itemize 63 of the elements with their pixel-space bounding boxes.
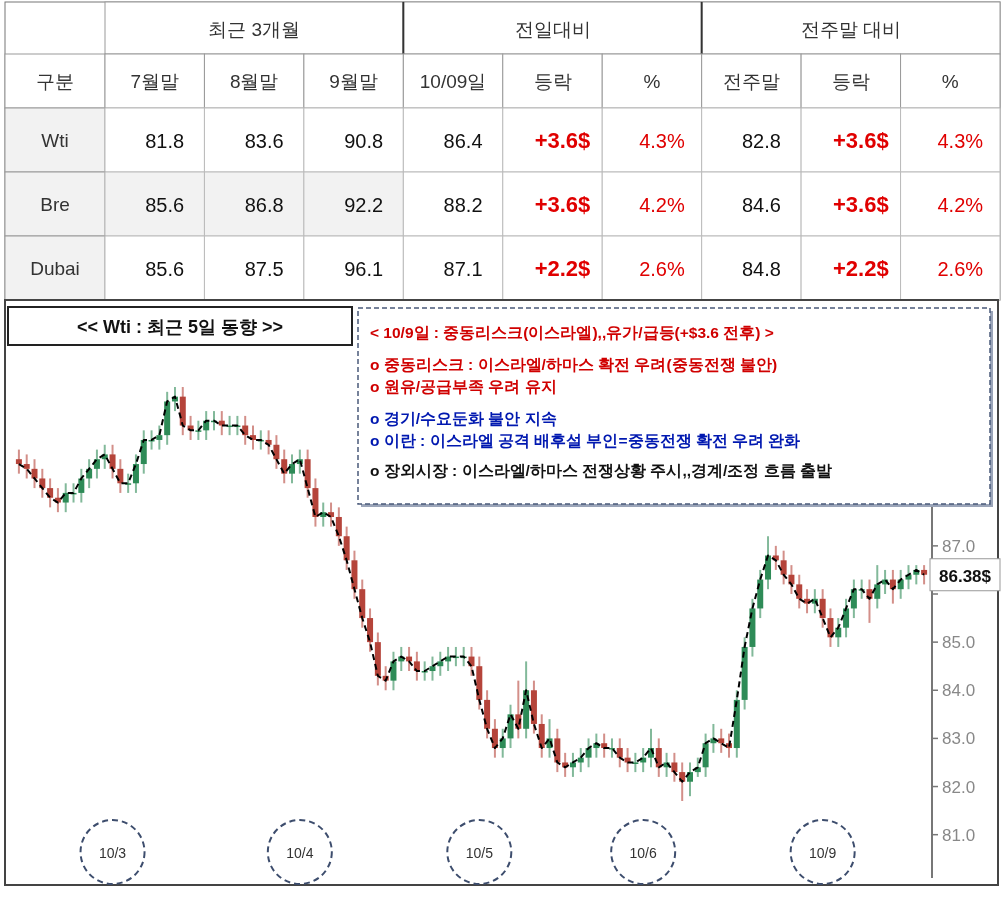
x-tick-label: 10/3 (98, 845, 127, 861)
text: 84.8 (741, 258, 781, 280)
category-label: 7월말 (130, 71, 180, 92)
x-tick-label: 10/4 (286, 845, 314, 861)
text: 88.2 (443, 194, 483, 216)
text: +3.6$ (833, 192, 889, 217)
y-tick-label: 83.0 (942, 729, 976, 749)
category-label: % (941, 71, 959, 92)
annotation: o 경기/수요둔화 불안 지속 (370, 410, 557, 427)
category-label: 10/09일 (419, 71, 487, 92)
x-tick-label: 10/5 (465, 845, 494, 861)
category-label: 8월말 (229, 71, 279, 92)
chart-title: << Wti : 최근 5일 동향 >> (76, 317, 284, 337)
text: 86.38$ (939, 566, 992, 586)
text: 87.1 (443, 258, 483, 280)
category-label: 등락 (533, 71, 572, 92)
text: 90.8 (344, 130, 384, 152)
text: 4.2% (639, 194, 685, 216)
text: 전일대비 (514, 19, 591, 40)
annotation: o 이란 : 이스라엘 공격 배후설 부인=중동전쟁 확전 우려 완화 (370, 432, 801, 449)
category-label: Bre (40, 194, 70, 215)
text: 전주말 대비 (800, 19, 901, 40)
category-label: 전주말 (722, 71, 780, 92)
category-label: % (643, 71, 661, 92)
text: 83.6 (244, 130, 284, 152)
x-tick-label: 10/6 (629, 845, 658, 861)
text: +3.6$ (534, 128, 591, 153)
text: 구분 (36, 71, 74, 92)
text: 92.2 (344, 194, 384, 216)
y-tick-label: 82.0 (942, 777, 976, 797)
text: +2.2$ (833, 256, 889, 281)
y-tick-label: 84.0 (942, 681, 976, 701)
text: 85.6 (145, 194, 185, 216)
text: 87.5 (244, 258, 284, 280)
text: 2.6% (937, 258, 984, 280)
text: +3.6$ (833, 128, 889, 153)
text: 2.6% (639, 258, 685, 280)
text: 4.2% (937, 194, 984, 216)
annotation: o 원유/공급부족 우려 유지 (370, 378, 557, 395)
text: 4.3% (639, 130, 685, 152)
category-label: 등락 (831, 71, 870, 92)
y-tick-label: 81.0 (942, 825, 976, 845)
text: 81.8 (145, 130, 185, 152)
text: 84.6 (741, 194, 781, 216)
text: 82.8 (741, 130, 781, 152)
category-label: 9월말 (329, 71, 378, 92)
annotation: o 중동리스크 : 이스라엘/하마스 확전 우려(중동전쟁 불안) (370, 356, 778, 373)
category-label: Dubai (30, 258, 80, 279)
text: 최근 3개월 (208, 19, 301, 40)
text: 96.1 (344, 258, 384, 280)
line-series (17, 395, 926, 783)
x-tick-label: 10/9 (809, 845, 837, 861)
category-label: Wti (41, 130, 69, 151)
text: 86.8 (244, 194, 284, 216)
text: +3.6$ (534, 192, 591, 217)
annotation: o 장외시장 : 이스라엘/하마스 전쟁상황 주시,,경계/조정 흐름 출발 (370, 462, 832, 479)
text: 85.6 (145, 258, 185, 280)
text: 4.3% (937, 130, 984, 152)
annotation: < 10/9일 : 중동리스크(이스라엘),,유가/급등(+$3.6 전후) > (370, 324, 774, 341)
y-tick-label: 85.0 (942, 633, 976, 653)
text: +2.2$ (534, 256, 591, 281)
text: 86.4 (443, 130, 483, 152)
y-tick-label: 87.0 (942, 536, 976, 556)
